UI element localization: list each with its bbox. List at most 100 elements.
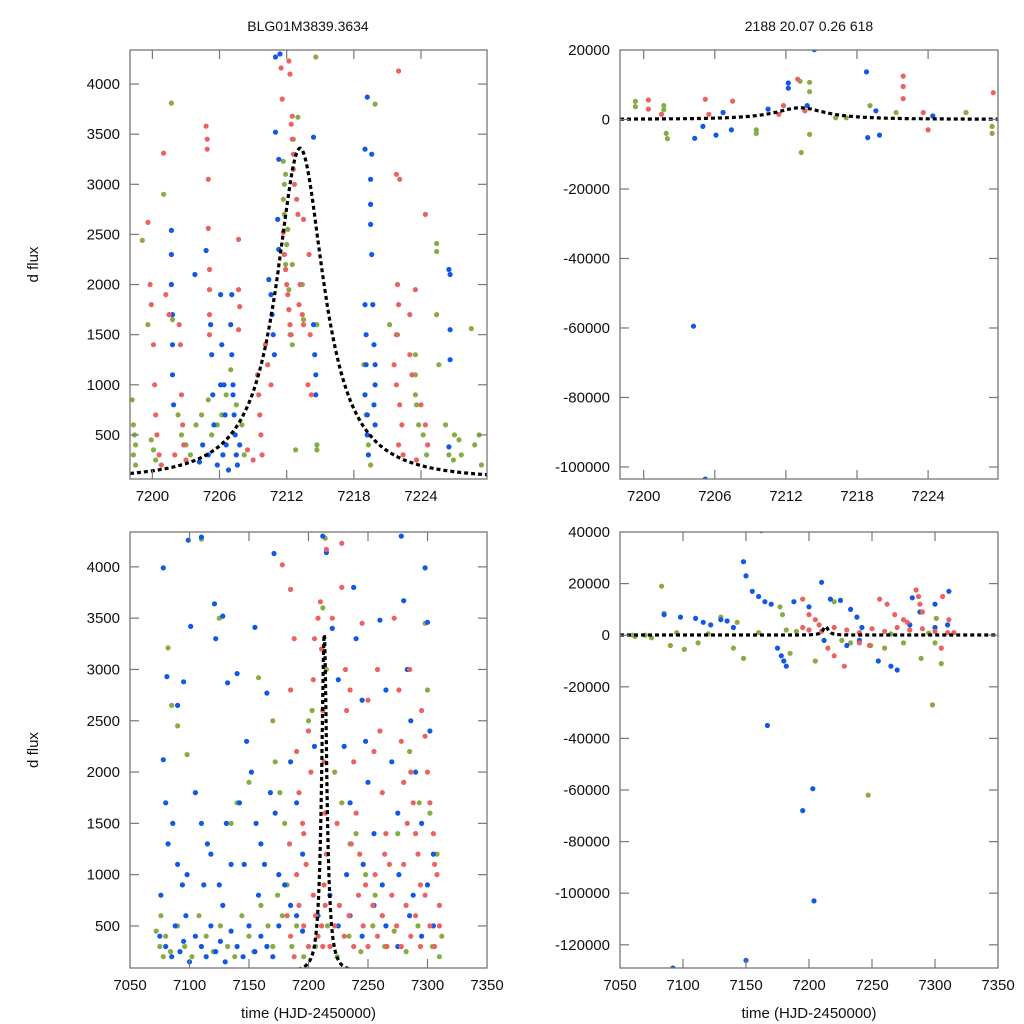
data-point-green — [439, 933, 445, 939]
data-point-red — [816, 622, 822, 628]
data-point-blue — [313, 372, 319, 378]
data-point-green — [659, 583, 665, 589]
data-point-blue — [175, 702, 181, 709]
data-point-green — [175, 412, 181, 418]
data-point-blue — [854, 614, 860, 620]
data-point-blue — [311, 743, 318, 750]
data-point-blue — [909, 595, 915, 601]
data-point-green — [407, 748, 413, 755]
data-point-red — [412, 287, 418, 293]
data-point-blue — [172, 923, 178, 929]
data-point-blue — [677, 614, 684, 620]
data-point-red — [396, 687, 402, 693]
data-point-red — [166, 312, 172, 318]
data-point-green — [246, 933, 252, 939]
data-point-green — [365, 442, 371, 448]
data-point-blue — [276, 923, 282, 929]
data-point-blue — [217, 938, 223, 944]
data-point-blue — [230, 392, 236, 398]
data-point-blue — [424, 882, 431, 888]
data-point-blue — [272, 129, 279, 135]
data-point-red — [329, 615, 335, 621]
data-point-green — [182, 943, 188, 950]
data-point-red — [432, 943, 438, 950]
data-point-blue — [700, 123, 706, 129]
data-point-blue — [693, 615, 699, 622]
data-point-blue — [363, 362, 369, 368]
data-point-red — [300, 820, 306, 827]
data-point-blue — [266, 276, 272, 283]
data-point-red — [413, 457, 420, 463]
data-point-blue — [168, 281, 174, 288]
data-point-red — [397, 176, 403, 182]
data-point-green — [309, 707, 315, 714]
y-tick-label: 40000 — [568, 524, 610, 541]
data-point-blue — [276, 156, 282, 162]
data-point-red — [296, 902, 302, 909]
data-point-red — [250, 457, 256, 463]
data-point-blue — [198, 534, 204, 540]
data-point-blue — [225, 467, 232, 473]
x-tick-label: 7100 — [666, 977, 699, 994]
data-point-blue — [210, 392, 216, 398]
data-point-green — [446, 452, 452, 458]
data-point-red — [279, 96, 285, 102]
data-point-blue — [168, 227, 174, 233]
model-curve — [295, 634, 353, 968]
data-point-green — [320, 605, 326, 611]
data-point-green — [265, 923, 271, 929]
y-tick-label: -60000 — [563, 782, 610, 799]
data-point-blue — [223, 820, 229, 827]
data-point-green — [283, 261, 289, 268]
data-point-green — [300, 317, 307, 323]
data-point-green — [332, 769, 338, 775]
model-curve — [620, 106, 998, 121]
data-point-green — [167, 949, 174, 955]
data-point-red — [400, 452, 406, 458]
data-point-red — [396, 302, 402, 308]
data-point-red — [339, 540, 345, 546]
x-tick-label: 7150 — [232, 977, 265, 994]
data-point-red — [289, 113, 295, 119]
data-point-green — [150, 447, 157, 453]
data-point-blue — [713, 132, 719, 138]
data-point-red — [310, 677, 316, 683]
data-point-red — [894, 624, 900, 631]
data-point-blue — [160, 757, 166, 763]
panel-top-left: 7200 7206 7212 7218 7224 500 1000 1500 2000 2500 3… — [25, 49, 488, 505]
data-point-red — [294, 196, 300, 202]
data-point-blue — [271, 352, 277, 358]
data-point-green — [169, 702, 175, 709]
data-point-red — [236, 327, 242, 333]
data-point-green — [205, 397, 211, 403]
data-point-green — [148, 437, 154, 443]
data-point-blue — [718, 617, 724, 623]
data-point-green — [165, 645, 171, 651]
data-point-blue — [785, 80, 791, 86]
data-point-red — [289, 136, 295, 142]
data-point-red — [307, 332, 313, 338]
data-point-red — [205, 176, 211, 182]
panel-top-right: 7200 7206 7212 7218 7224 20000 0 -20000 -40000 -6… — [555, 42, 999, 505]
data-point-red — [398, 738, 404, 744]
data-point-blue — [158, 892, 164, 898]
data-point-blue — [163, 943, 169, 950]
data-point-red — [396, 442, 402, 448]
data-point-blue — [821, 637, 827, 644]
data-point-green — [163, 933, 169, 939]
y-tick-label: 0 — [602, 627, 610, 644]
data-point-blue — [294, 800, 300, 806]
data-point-blue — [720, 109, 726, 116]
data-point-blue — [410, 892, 416, 898]
data-point-blue — [447, 271, 453, 278]
data-point-red — [336, 902, 342, 909]
data-point-red — [990, 90, 996, 96]
data-point-blue — [819, 579, 825, 585]
data-point-green — [258, 902, 264, 909]
data-point-green — [313, 54, 319, 60]
data-point-red — [278, 65, 284, 71]
data-point-green — [867, 103, 873, 109]
data-point-red — [351, 943, 357, 950]
data-point-blue — [258, 841, 264, 847]
